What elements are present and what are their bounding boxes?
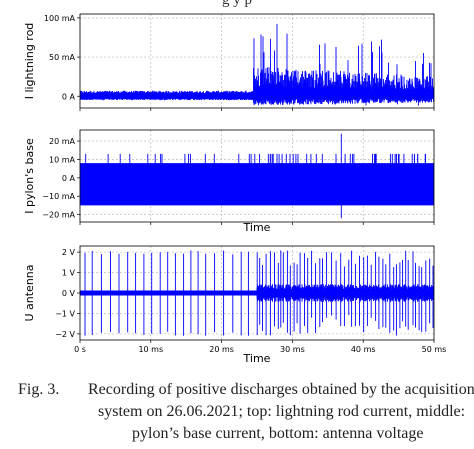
x-axis-label: Time [243,221,271,234]
signal-trace-bottom [80,250,434,336]
top-caption-fragment: g y p [222,0,252,8]
signal-trace-top [80,23,434,106]
x-axis-label: Time [243,352,271,365]
y-tick-label: −10 mA [42,192,75,201]
chart-figure: 100 mA 50 mA 0 A I lightning rod 20 mA 10 mA 0… [23,13,447,365]
figure-label: Fig. 3. [18,381,60,398]
y-tick-label: 1 V [62,269,76,278]
y-axis-label: I pylon's base [23,138,36,214]
x-tick-label: 10 ms [138,345,163,354]
x-tick-label: 50 ms [422,345,447,354]
y-tick-label: 2 V [62,248,76,257]
x-tick-label: 40 ms [351,345,376,354]
signal-trace-middle [80,133,434,219]
chart-panel-middle: 20 mA 10 mA 0 A −10 mA −20 mA I pylon's base T… [23,129,435,234]
caption-line-3: pylon’s base current, bottom: antenna vo… [132,425,424,442]
y-axis-label: U antenna [23,264,36,321]
y-tick-label: 0 A [62,92,76,101]
x-tick-label: 30 ms [280,345,305,354]
y-tick-label: −20 mA [42,211,75,220]
y-tick-label: 0 A [62,174,76,183]
y-tick-label: 50 mA [49,53,76,62]
y-tick-label: 100 mA [44,14,76,23]
y-axis-label: I lightning rod [23,23,36,100]
caption-line-2: system on 26.06.2021; top: lightning rod… [98,403,466,420]
x-tick-label: 0 s [74,345,86,354]
caption-line-1: Recording of positive discharges obtaine… [88,381,474,398]
plot-frame [79,129,435,223]
y-tick-label: 0 V [62,289,76,298]
y-tick-label: −1 V [55,309,75,318]
plot-frame [79,13,435,109]
y-tick-label: 20 mA [49,137,76,146]
chart-panel-bottom: 2 V 1 V 0 V −1 V −2 V 0 s 10 ms 20 ms 30 ms 40 ms… [23,245,447,365]
x-tick-label: 20 ms [209,345,234,354]
y-tick-label: 10 mA [49,155,76,164]
chart-panel-top: 100 mA 50 mA 0 A I lightning rod [23,13,435,111]
y-tick-label: −2 V [55,330,75,339]
